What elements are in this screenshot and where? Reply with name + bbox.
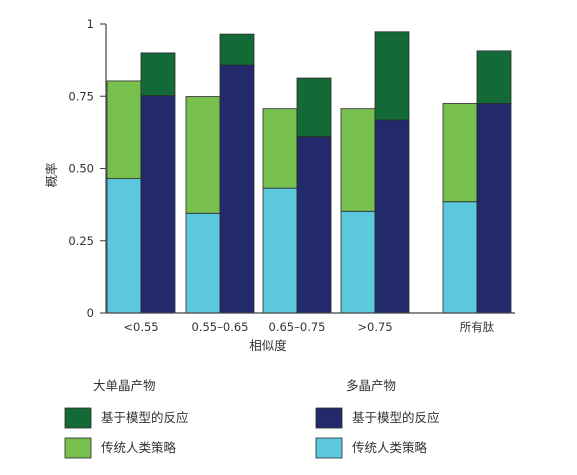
- bar-cat4-group1-seg1: [476, 50, 512, 104]
- y-ticks: 0 0.25 0.50 0.75 1: [68, 17, 106, 320]
- legend-swatch-0-0: [64, 407, 92, 429]
- bar-cat0-group1-seg1: [140, 52, 176, 97]
- bar-cat2-group1-seg1: [296, 77, 332, 138]
- legend-label-0-1: 传统人类策略: [101, 440, 177, 455]
- legend-swatch-1-0: [315, 407, 343, 429]
- bar-cat1-group0-seg1: [185, 96, 221, 214]
- legend-label-1-0: 基于模型的反应: [352, 410, 440, 425]
- x-tick-label-0: <0.55: [123, 320, 158, 334]
- bar-cat4-group1-seg0: [476, 103, 512, 314]
- bar-cat0-group1-seg0: [140, 95, 176, 314]
- bar-cat3-group0-seg1: [340, 108, 376, 212]
- bar-cat0-group0-seg1: [106, 80, 142, 180]
- bar-cat4-group0-seg0: [442, 201, 478, 314]
- legend-group-title-0: 大单晶产物: [93, 378, 156, 393]
- x-axis-title: 相似度: [249, 338, 287, 353]
- bar-cat3-group0-seg0: [340, 210, 376, 314]
- y-tick-label: 0.25: [68, 234, 94, 248]
- legend-label-1-1: 传统人类策略: [352, 440, 428, 455]
- y-tick-label: 0.75: [68, 89, 94, 103]
- bar-cat2-group0-seg0: [262, 187, 298, 314]
- bar-cat0-group0-seg0: [106, 178, 142, 314]
- bar-cat1-group1-seg0: [219, 64, 255, 314]
- bar-cat2-group1-seg0: [296, 136, 332, 314]
- bar-cat3-group1-seg0: [374, 119, 410, 314]
- bar-cat1-group0-seg0: [185, 212, 221, 314]
- bar-cat2-group0-seg1: [262, 108, 298, 189]
- x-tick-label-4: 所有肽: [460, 320, 495, 334]
- legend-swatch-0-1: [64, 437, 92, 459]
- bar-cat4-group0-seg1: [442, 103, 478, 203]
- legend-swatch-1-1: [315, 437, 343, 459]
- x-tick-label-3: >0.75: [357, 320, 392, 334]
- x-tick-label-1: 0.55–0.65: [192, 320, 249, 334]
- y-axis-title: 概率: [44, 162, 59, 187]
- legend-group-title-1: 多晶产物: [346, 378, 396, 393]
- y-tick-label: 1: [87, 17, 94, 31]
- bars-layer: [106, 31, 512, 314]
- legend-label-0-0: 基于模型的反应: [101, 410, 189, 425]
- y-tick-label: 0: [87, 306, 94, 320]
- y-tick-label: 0.50: [68, 162, 94, 176]
- x-tick-label-2: 0.65–0.75: [269, 320, 326, 334]
- x-ticks: <0.55 0.55–0.65 0.65–0.75 >0.75 所有肽: [123, 320, 494, 334]
- bar-cat3-group1-seg1: [374, 31, 410, 121]
- bar-cat1-group1-seg1: [219, 33, 255, 66]
